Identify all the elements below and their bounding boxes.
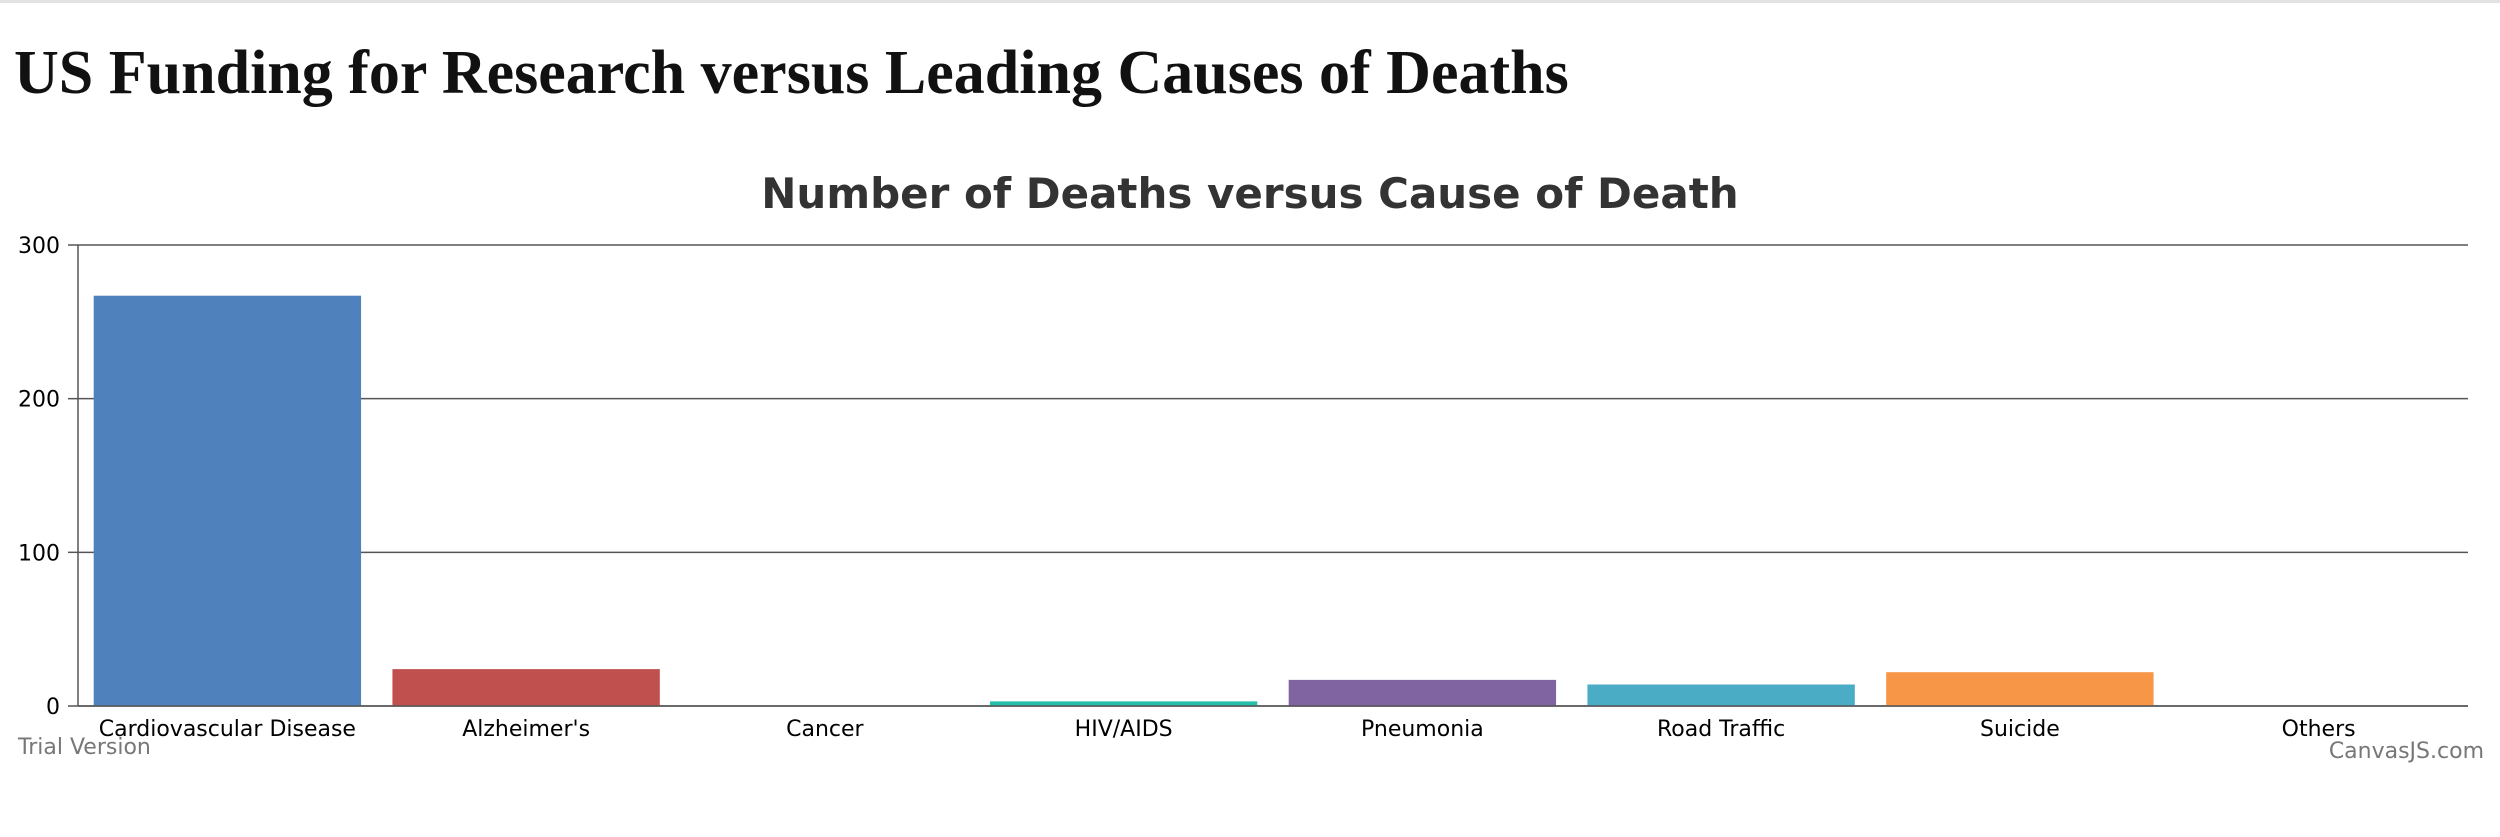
top-border [0,0,2500,3]
y-tick-label: 300 [18,234,60,259]
trial-version-text: Trial Version [17,735,151,760]
x-tick-label: Pneumonia [1361,717,1484,742]
y-tick-label: 0 [46,695,60,720]
bar[interactable] [989,701,1258,706]
y-tick-label: 100 [18,541,60,566]
x-tick-label: Others [2282,717,2356,742]
chart-title: Number of Deaths versus Cause of Death [761,169,1738,218]
x-tick-label: Cancer [786,717,864,742]
x-tick-label: Road Traffic [1657,717,1785,742]
bar[interactable] [1886,672,2154,706]
bar[interactable] [1587,684,1855,706]
bar[interactable] [392,669,660,706]
bar[interactable] [1288,679,1557,706]
x-tick-label: HIV/AIDS [1075,717,1173,742]
x-tick-label: Suicide [1980,717,2060,742]
x-tick-label: Alzheimer's [462,717,590,742]
y-tick-label: 200 [18,388,60,413]
page-title: US Funding for Research versus Leading C… [14,39,1569,107]
x-axis-labels: Cardiovascular Disease Alzheimer's Cancer H… [99,717,2356,742]
bars [78,295,2468,707]
bar[interactable] [93,295,362,706]
canvasjs-credit-link[interactable]: CanvasJS.com [2329,739,2484,764]
x-tick-label: Cardiovascular Disease [99,717,356,742]
y-axis-ticks: 0 100 200 300 [18,234,60,720]
gridlines [68,244,2468,707]
